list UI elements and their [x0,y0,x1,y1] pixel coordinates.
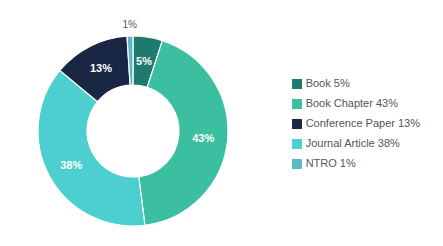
html-text:Conference Paper 13%: Conference Paper 13% [305,117,420,129]
svg-text:43%: 43% [192,132,214,144]
svg-text:13%: 13% [90,62,112,74]
svg-text:38%: 38% [60,159,82,171]
html-text:Book 5%: Book 5% [305,77,350,89]
svg-text:5%: 5% [136,55,152,67]
html-text:Journal Article 38%: Journal Article 38% [305,137,400,149]
svg-text:1%: 1% [122,19,137,30]
html-text:Book Chapter 43%: Book Chapter 43% [305,97,398,109]
html-text:NTRO 1%: NTRO 1% [305,157,356,169]
